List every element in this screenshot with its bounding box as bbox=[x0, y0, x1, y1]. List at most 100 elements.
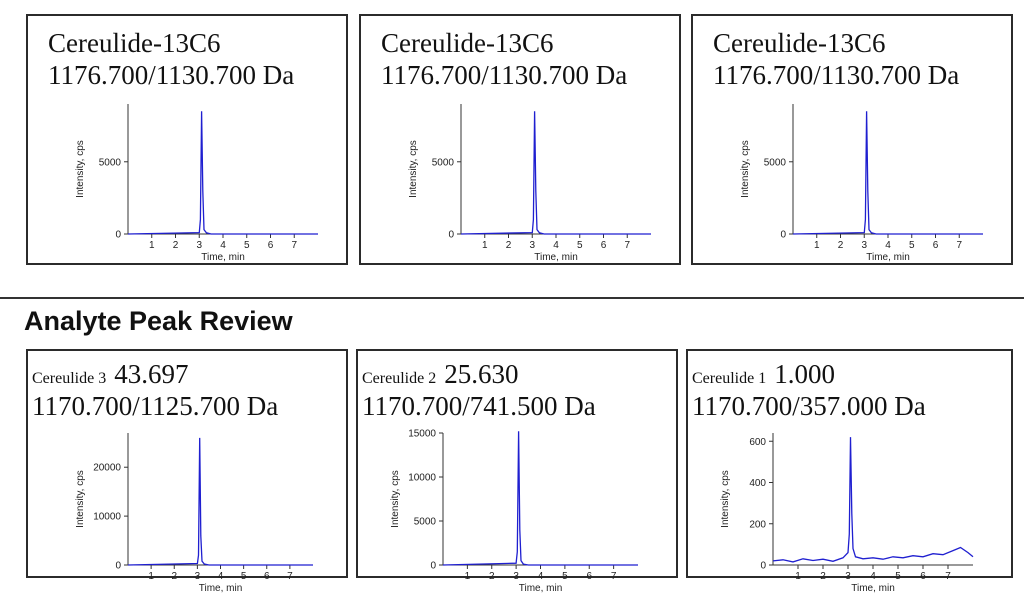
x-tick-label: 7 bbox=[956, 240, 962, 251]
x-tick-label: 2 bbox=[173, 240, 179, 251]
y-axis-label: Intensity, cps bbox=[740, 140, 751, 198]
x-tick-label: 6 bbox=[264, 571, 270, 582]
y-tick-label: 5000 bbox=[764, 157, 787, 168]
y-tick-label: 0 bbox=[430, 561, 436, 572]
series-line bbox=[460, 111, 651, 235]
y-tick-label: 5000 bbox=[99, 157, 122, 168]
x-tick-label: 5 bbox=[909, 240, 915, 251]
x-tick-label: 2 bbox=[489, 571, 495, 582]
section-title: Analyte Peak Review bbox=[24, 306, 293, 336]
x-tick-label: 5 bbox=[241, 571, 247, 582]
x-tick-label: 7 bbox=[291, 240, 297, 251]
series-line bbox=[127, 111, 318, 235]
x-tick-label: 3 bbox=[845, 571, 851, 582]
ratio-value: 1.000 bbox=[774, 359, 835, 389]
y-axis-label: Intensity, cps bbox=[75, 470, 86, 528]
series-line bbox=[792, 111, 983, 235]
x-tick-label: 3 bbox=[513, 571, 519, 582]
chart-panel-2: Cereulide-13C6 1176.700/1130.700 Da 1 2 3 4… bbox=[359, 14, 681, 265]
chart-title: Cereulide-13C6 bbox=[381, 28, 554, 58]
x-tick-label: 2 bbox=[506, 240, 512, 251]
chart-title: Cereulide-13C6 bbox=[48, 28, 221, 58]
series-line bbox=[127, 437, 313, 566]
chart-label-row: Cereulide 3 43.697 bbox=[32, 359, 188, 390]
y-tick-label: 10000 bbox=[408, 473, 436, 484]
y-axis-label: Intensity, cps bbox=[75, 140, 86, 198]
chart-panel-4: Cereulide 3 43.697 1170.700/1125.700 Da 1… bbox=[26, 349, 348, 594]
chart-panel-3: Cereulide-13C6 1176.700/1130.700 Da 1 2 3 4… bbox=[691, 14, 1013, 265]
compound-name: Cereulide 1 bbox=[692, 370, 767, 387]
x-tick-label: 6 bbox=[586, 571, 592, 582]
y-tick-label: 20000 bbox=[93, 463, 121, 474]
x-tick-label: 1 bbox=[465, 571, 471, 582]
series-line bbox=[442, 431, 638, 566]
x-tick-label: 7 bbox=[287, 571, 293, 582]
x-tick-label: 7 bbox=[945, 571, 951, 582]
y-tick-label: 600 bbox=[749, 437, 766, 448]
chart-subtitle: 1170.700/1125.700 Da bbox=[32, 391, 279, 421]
x-tick-label: 4 bbox=[220, 240, 226, 251]
compound-name: Cereulide 3 bbox=[32, 370, 107, 387]
chart-panel-6: Cereulide 1 1.000 1170.700/357.000 Da 1 2 3… bbox=[686, 349, 1013, 594]
x-axis-label: Time, min bbox=[534, 252, 578, 263]
x-tick-label: 1 bbox=[814, 240, 820, 251]
x-tick-label: 4 bbox=[538, 571, 544, 582]
x-tick-label: 4 bbox=[218, 571, 224, 582]
x-tick-label: 5 bbox=[895, 571, 901, 582]
x-tick-label: 3 bbox=[861, 240, 867, 251]
series-line bbox=[772, 437, 974, 563]
x-tick-label: 4 bbox=[885, 240, 891, 251]
x-tick-label: 2 bbox=[838, 240, 844, 251]
x-tick-label: 5 bbox=[562, 571, 568, 582]
x-tick-label: 2 bbox=[171, 571, 177, 582]
x-tick-label: 6 bbox=[601, 240, 607, 251]
ratio-value: 43.697 bbox=[114, 359, 189, 389]
ratio-value: 25.630 bbox=[444, 359, 519, 389]
y-axis-label: Intensity, cps bbox=[408, 140, 419, 198]
x-tick-label: 7 bbox=[624, 240, 630, 251]
x-tick-label: 5 bbox=[577, 240, 583, 251]
x-tick-label: 3 bbox=[529, 240, 535, 251]
x-tick-label: 3 bbox=[196, 240, 202, 251]
x-tick-label: 3 bbox=[195, 571, 201, 582]
chromatogram-plot: 1 2 3 4 5 6 7 0 5000 Time, min Intensity, cps bbox=[75, 104, 318, 263]
y-axis-label: Intensity, cps bbox=[720, 470, 731, 528]
section-divider bbox=[0, 297, 1024, 299]
x-tick-label: 6 bbox=[268, 240, 274, 251]
y-tick-label: 5000 bbox=[414, 517, 437, 528]
x-tick-label: 7 bbox=[611, 571, 617, 582]
chart-label-row: Cereulide 2 25.630 bbox=[362, 359, 518, 390]
x-tick-label: 1 bbox=[148, 571, 154, 582]
y-tick-label: 0 bbox=[115, 230, 121, 241]
y-tick-label: 15000 bbox=[408, 429, 436, 440]
y-tick-label: 0 bbox=[448, 230, 454, 241]
x-axis-label: Time, min bbox=[866, 252, 910, 263]
x-tick-label: 1 bbox=[149, 240, 155, 251]
y-axis-label: Intensity, cps bbox=[390, 470, 401, 528]
chart-title: Cereulide-13C6 bbox=[713, 28, 886, 58]
chart-subtitle: 1170.700/741.500 Da bbox=[362, 391, 596, 421]
x-tick-label: 1 bbox=[482, 240, 488, 251]
y-tick-label: 5000 bbox=[432, 157, 455, 168]
y-tick-label: 400 bbox=[749, 478, 766, 489]
chart-subtitle: 1176.700/1130.700 Da bbox=[713, 60, 960, 90]
x-tick-label: 4 bbox=[870, 571, 876, 582]
chart-panel-5: Cereulide 2 25.630 1170.700/741.500 Da 1 2… bbox=[356, 349, 678, 594]
x-tick-label: 6 bbox=[933, 240, 939, 251]
chart-subtitle: 1176.700/1130.700 Da bbox=[48, 60, 295, 90]
chart-subtitle: 1176.700/1130.700 Da bbox=[381, 60, 628, 90]
y-tick-label: 0 bbox=[780, 230, 786, 241]
chromatogram-plot: 1 2 3 4 5 6 7 0 5000 Time, min Intensity, cps bbox=[408, 104, 651, 263]
x-tick-label: 6 bbox=[920, 571, 926, 582]
x-tick-label: 2 bbox=[820, 571, 826, 582]
chart-subtitle: 1170.700/357.000 Da bbox=[692, 391, 926, 421]
compound-name: Cereulide 2 bbox=[362, 370, 437, 387]
chart-label-row: Cereulide 1 1.000 bbox=[692, 359, 835, 390]
chart-panel-1: Cereulide-13C6 1176.700/1130.700 Da 1 2 3 4… bbox=[26, 14, 348, 265]
x-axis-label: Time, min bbox=[201, 252, 245, 263]
chromatogram-plot: 1 2 3 4 5 6 7 0 5000 Time, min Intensity, cps bbox=[740, 104, 983, 263]
y-tick-label: 200 bbox=[749, 519, 766, 530]
